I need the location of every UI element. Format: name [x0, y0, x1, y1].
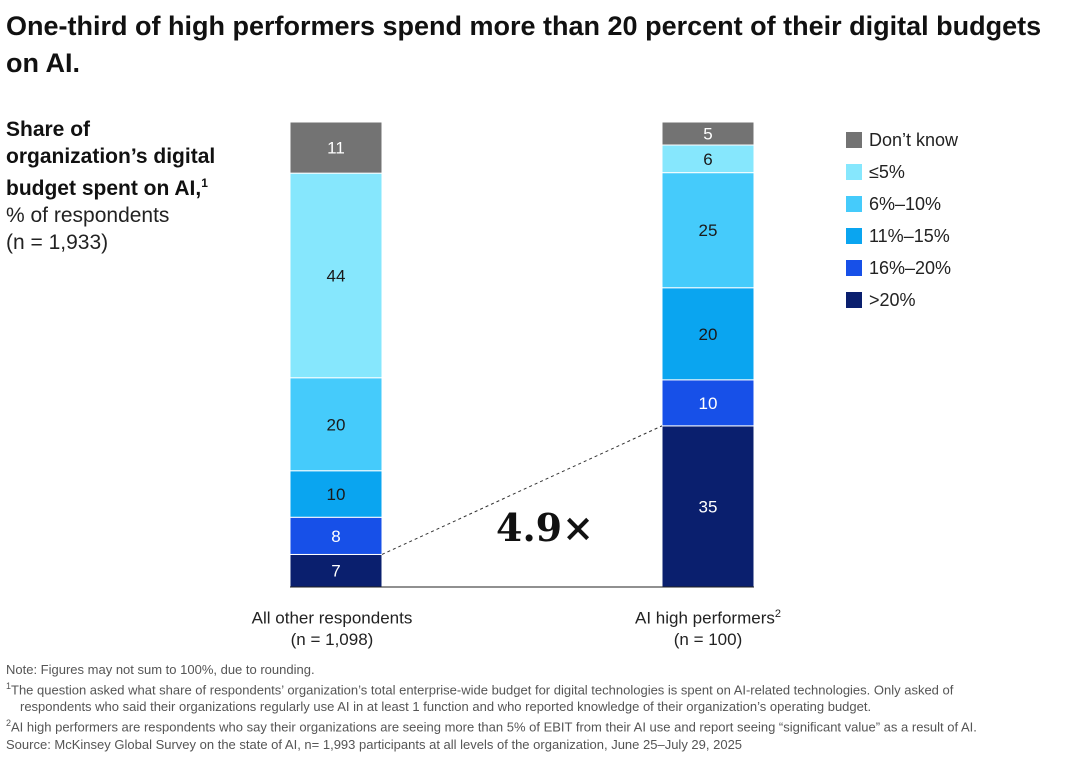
legend-item-2: 6%–10%	[846, 188, 958, 220]
legend-swatch	[846, 132, 862, 148]
legend-swatch	[846, 164, 862, 180]
note: Note: Figures may not sum to 100%, due t…	[6, 662, 315, 677]
footnotes: Note: Figures may not sum to 100%, due t…	[6, 661, 1076, 753]
data-label-1-1: 10	[699, 394, 718, 413]
bar-segment-1-4	[661, 144, 755, 174]
bar-segment-1-2	[661, 287, 755, 381]
y-axis-footnote-mark: 1	[201, 176, 208, 190]
legend-label: Don’t know	[869, 129, 959, 150]
data-label-1-2: 20	[699, 325, 718, 344]
stacked-bar-chart: 7 8 10 20 44 11 35 10 20 25 6 5	[289, 121, 755, 588]
category-label-high-performers: AI high performers2 (n = 100)	[635, 608, 781, 649]
legend-label: 6%–10%	[869, 193, 942, 214]
legend-item-0: Don’t know	[846, 124, 958, 156]
data-label-0-5: 11	[327, 139, 345, 158]
legend: Don’t know ≤5% 6%–10% 11%–15% 16%–20% >20%	[846, 124, 958, 316]
data-label-0-0: 7	[331, 562, 340, 581]
legend-item-3: 11%–15%	[846, 220, 958, 252]
bar-segment-1-5	[661, 121, 755, 146]
footnote-1-cont: respondents who said their organizations…	[20, 699, 872, 715]
data-label-0-4: 44	[327, 266, 346, 285]
legend-item-1: ≤5%	[846, 156, 958, 188]
data-label-1-0: 35	[699, 497, 718, 516]
bar-segment-1-3	[661, 172, 755, 289]
legend-swatch	[846, 228, 862, 244]
data-label-1-5: 5	[703, 125, 712, 144]
legend-label: 11%–15%	[869, 225, 950, 246]
footnote-1: 1The question asked what share of respon…	[6, 681, 954, 698]
bar-segment-0-4	[289, 172, 383, 379]
bar-segment-0-2	[289, 470, 383, 518]
legend-label: ≤5%	[869, 161, 905, 182]
legend-item-4: 16%–20%	[846, 252, 958, 284]
category-label-all-other: All other respondents (n = 1,098)	[251, 608, 413, 649]
legend-swatch	[846, 292, 862, 308]
data-label-1-3: 25	[699, 221, 718, 240]
legend-swatch	[846, 196, 862, 212]
y-axis-n: (n = 1,933)	[6, 231, 109, 254]
legend-label: 16%–20%	[869, 257, 952, 278]
bar-segment-0-5	[289, 121, 383, 174]
source: Source: McKinsey Global Survey on the st…	[6, 736, 743, 752]
data-label-0-3: 20	[327, 415, 346, 434]
data-label-0-2: 10	[327, 485, 346, 504]
legend-label: >20%	[869, 289, 916, 310]
bar-segment-1-1	[661, 379, 755, 427]
y-axis-unit: % of respondents	[6, 204, 170, 227]
legend-swatch	[846, 260, 862, 276]
footnote-2: 2AI high performers are respondents who …	[6, 718, 977, 735]
bar-segment-0-3	[289, 377, 383, 472]
legend-item-5: >20%	[846, 284, 958, 316]
data-label-1-4: 6	[703, 150, 712, 169]
bar-segment-0-0	[289, 553, 383, 588]
y-axis-label: Share of organization’s digital budget s…	[6, 116, 236, 256]
y-axis-title: Share of organization’s digital budget s…	[6, 118, 216, 200]
chart-title: One-third of high performers spend more …	[6, 11, 1042, 78]
data-label-0-1: 8	[331, 527, 340, 546]
multiplier-annotation: 4.9×	[496, 505, 594, 550]
